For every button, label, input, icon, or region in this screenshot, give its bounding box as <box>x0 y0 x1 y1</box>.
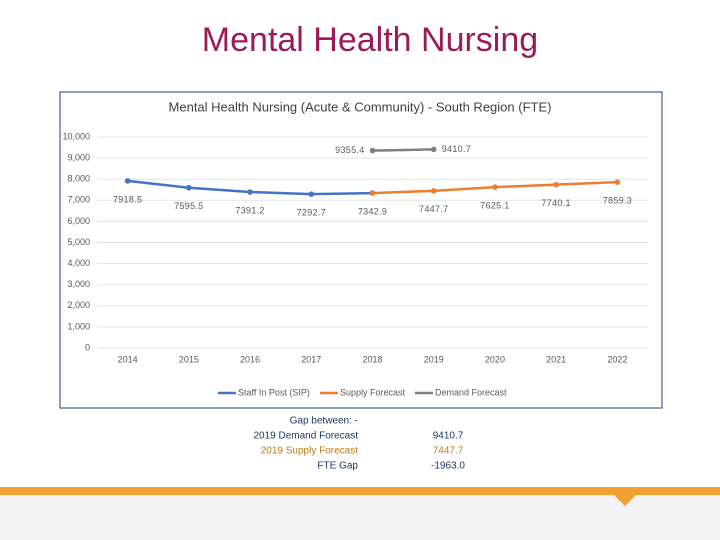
legend-label: Supply Forecast <box>340 387 406 397</box>
gap-heading: Gap between: - <box>290 416 358 427</box>
marker <box>186 184 192 191</box>
data-label: 7918.5 <box>113 194 142 204</box>
marker <box>430 146 437 153</box>
gap-value: 9410.7 <box>433 431 464 442</box>
y-tick-label: 8,000 <box>67 174 90 184</box>
series-line <box>372 148 434 152</box>
y-tick-label: 7,000 <box>67 195 90 205</box>
data-label: 7595.5 <box>174 201 203 211</box>
gap-label: FTE Gap <box>317 461 358 472</box>
gap-label: 2019 Supply Forecast <box>261 446 359 457</box>
data-label: 7447.7 <box>419 204 448 214</box>
y-tick-label: 6,000 <box>67 216 90 226</box>
chart-title: Mental Health Nursing (Acute & Community… <box>169 99 552 114</box>
gap-label: 2019 Demand Forecast <box>253 431 358 442</box>
x-tick-label: 2019 <box>424 354 444 364</box>
marker <box>553 181 559 188</box>
y-tick-label: 2,000 <box>67 300 90 310</box>
x-tick-label: 2020 <box>485 354 505 364</box>
legend-label: Staff In Post (SIP) <box>238 387 310 397</box>
data-label: 7859.3 <box>603 196 632 206</box>
y-tick-label: 9,000 <box>67 152 90 162</box>
y-tick-label: 3,000 <box>67 279 90 289</box>
y-tick-label: 1,000 <box>67 321 90 331</box>
marker <box>614 179 621 185</box>
x-tick-label: 2015 <box>179 354 199 364</box>
footer <box>0 495 720 540</box>
marker <box>308 191 315 197</box>
data-label: 7391.2 <box>235 205 264 215</box>
y-tick-label: 4,000 <box>67 258 90 268</box>
data-label: 7625.1 <box>480 200 509 210</box>
marker <box>369 147 376 154</box>
data-label: 9355.4 <box>335 145 364 155</box>
gap-value: -1963.0 <box>431 461 465 472</box>
y-tick-label: 0 <box>85 342 90 352</box>
marker <box>124 178 131 184</box>
chart-frame <box>59 91 663 409</box>
y-tick-label: 5,000 <box>67 237 90 247</box>
data-label: 7292.7 <box>297 207 326 217</box>
y-tick-label: 10,000 <box>62 131 90 141</box>
marker <box>492 184 498 190</box>
x-tick-label: 2021 <box>546 354 566 364</box>
marker <box>369 190 376 196</box>
x-tick-label: 2016 <box>240 354 260 364</box>
legend-label: Demand Forecast <box>435 387 507 397</box>
footer-notch <box>614 495 636 506</box>
x-tick-label: 2017 <box>301 354 321 364</box>
data-label: 7740.1 <box>542 198 571 208</box>
footer-band <box>0 487 720 495</box>
data-label: 9410.7 <box>442 144 471 154</box>
slide-title: Mental Health Nursing <box>202 21 538 59</box>
marker <box>430 188 437 194</box>
x-tick-label: 2018 <box>362 354 382 364</box>
x-tick-label: 2022 <box>607 354 627 364</box>
data-label: 7342.9 <box>358 206 387 216</box>
x-tick-label: 2014 <box>118 354 138 364</box>
marker <box>247 189 253 195</box>
gap-value: 7447.7 <box>433 446 464 457</box>
